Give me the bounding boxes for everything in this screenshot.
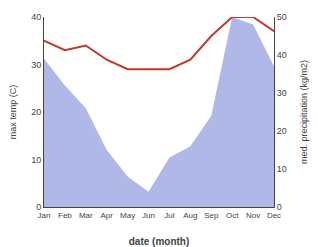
svg-text:Mar: Mar bbox=[79, 211, 93, 220]
svg-text:10: 10 bbox=[31, 155, 41, 165]
svg-text:0: 0 bbox=[36, 202, 41, 212]
svg-text:Jan: Jan bbox=[38, 211, 51, 220]
svg-text:50: 50 bbox=[277, 12, 287, 22]
svg-text:Aug: Aug bbox=[183, 211, 197, 220]
svg-text:0: 0 bbox=[277, 202, 282, 212]
svg-text:Sep: Sep bbox=[204, 211, 219, 220]
svg-text:May: May bbox=[120, 211, 135, 220]
svg-text:40: 40 bbox=[277, 50, 287, 60]
svg-text:Jun: Jun bbox=[142, 211, 155, 220]
svg-text:20: 20 bbox=[31, 107, 41, 117]
svg-text:10: 10 bbox=[277, 164, 287, 174]
svg-text:Dec: Dec bbox=[267, 211, 281, 220]
svg-text:30: 30 bbox=[31, 60, 41, 70]
svg-text:Apr: Apr bbox=[101, 211, 114, 220]
svg-text:max temp (C): max temp (C) bbox=[8, 85, 18, 140]
svg-text:Nov: Nov bbox=[246, 211, 260, 220]
svg-text:Jul: Jul bbox=[164, 211, 174, 220]
svg-text:20: 20 bbox=[277, 126, 287, 136]
svg-text:40: 40 bbox=[31, 12, 41, 22]
svg-text:Oct: Oct bbox=[226, 211, 239, 220]
svg-text:med. precipitation (kg/m2): med. precipitation (kg/m2) bbox=[299, 60, 309, 164]
svg-text:Feb: Feb bbox=[58, 211, 72, 220]
svg-text:30: 30 bbox=[277, 88, 287, 98]
svg-text:date (month): date (month) bbox=[129, 236, 190, 247]
